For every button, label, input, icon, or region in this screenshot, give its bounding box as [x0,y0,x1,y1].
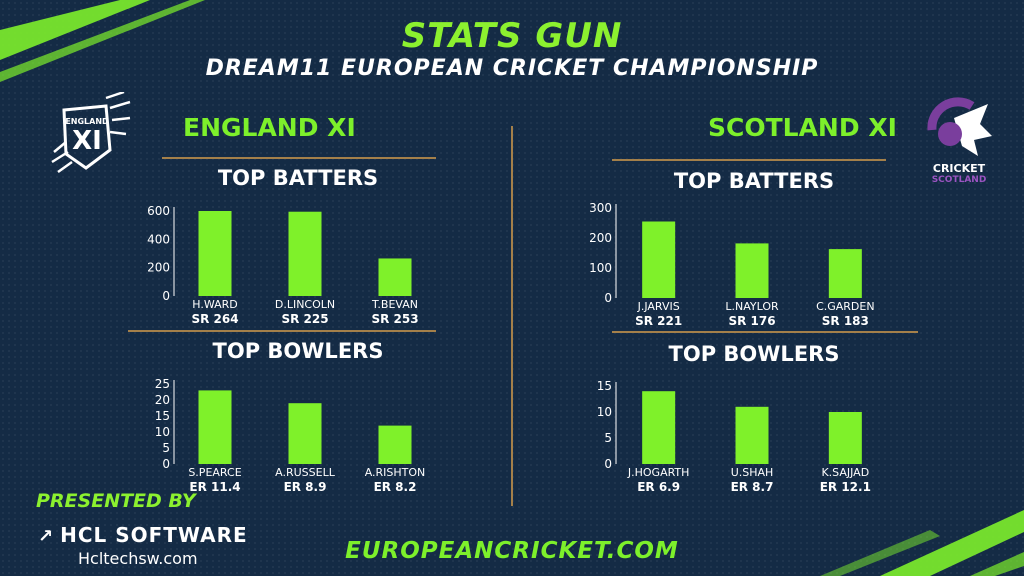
england-logo-mark: XI [72,126,102,156]
presented-by-label: PRESENTED BY [36,490,196,512]
bar-ksajjad [828,412,862,464]
rate-label: SR 183 [822,314,869,328]
bar-tbevan [378,258,412,296]
bar-spearce [198,390,232,464]
y-tick-label: 15 [597,379,612,393]
rate-label: SR 253 [371,312,418,326]
y-tick-label: 5 [162,441,170,455]
main-title: STATS GUN [401,16,623,56]
y-tick-label: 10 [155,425,170,439]
bar-hward [198,211,232,296]
y-tick-label: 0 [604,457,612,471]
rate-label: ER 11.4 [189,480,240,494]
rate-label: ER 8.9 [284,480,327,494]
cricket-scotland-logo: CRICKET SCOTLAND [922,96,996,188]
category-label: A.RUSSELL [275,466,336,479]
y-tick-label: 0 [162,289,170,303]
y-tick-label: 300 [589,201,612,215]
y-tick-label: 0 [162,457,170,471]
hcl-logo-icon: ↗ [38,526,55,547]
divider-scotland-mid [612,331,918,333]
sponsor-name-text: HCL SOFTWARE [60,523,248,547]
section-title-scotland-bowlers: TOP BOWLERS [668,342,840,366]
team-name-england: ENGLAND XI [183,113,356,142]
divider-scotland-top [612,159,886,161]
y-tick-label: 600 [147,204,170,218]
rate-label: SR 225 [281,312,328,326]
bar-cgarden [828,249,862,298]
category-label: A.RISHTON [365,466,426,479]
scotland-logo-text-2: SCOTLAND [931,175,987,185]
category-label: T.BEVAN [371,298,418,311]
bar-arussell [288,403,322,464]
category-label: K.SAJJAD [821,466,869,479]
y-tick-label: 5 [604,431,612,445]
section-title-england-batters: TOP BATTERS [217,166,379,190]
y-tick-label: 200 [589,231,612,245]
y-tick-label: 100 [589,261,612,275]
england-xi-logo: ENGLAND XI [50,90,132,176]
rate-label: ER 12.1 [820,480,871,494]
category-label: U.SHAH [731,466,774,479]
y-tick-label: 25 [155,377,170,391]
bar-jhogarth [642,391,676,464]
rate-label: ER 8.2 [374,480,417,494]
y-tick-label: 20 [155,393,170,407]
category-label: D.LINCOLN [275,298,335,311]
bar-dlincoln [288,211,322,296]
divider-england-mid [128,330,436,332]
divider-center [511,126,513,506]
bar-jjarvis [642,221,676,298]
scotland-logo-text-1: CRICKET [932,162,986,175]
category-label: J.HOGARTH [627,466,690,479]
sponsor-website: Hcltechsw.com [78,549,198,568]
rate-label: SR 221 [635,314,682,328]
bar-lnaylor [735,243,769,298]
sponsor-name: ↗ HCL SOFTWARE [38,523,248,547]
category-label: L.NAYLOR [725,300,779,313]
subtitle: DREAM11 EUROPEAN CRICKET CHAMPIONSHIP [205,56,819,81]
category-label: C.GARDEN [816,300,875,313]
category-label: H.WARD [192,298,238,311]
divider-england-top [162,157,436,159]
rate-label: SR 264 [191,312,238,326]
y-tick-label: 400 [147,232,170,246]
y-tick-label: 200 [147,261,170,275]
y-tick-label: 10 [597,405,612,419]
section-title-scotland-batters: TOP BATTERS [673,169,835,193]
section-title-england-bowlers: TOP BOWLERS [212,339,384,363]
category-label: J.JARVIS [637,300,680,313]
y-tick-label: 0 [604,291,612,305]
rate-label: ER 8.7 [731,480,774,494]
england-logo-text: ENGLAND [65,117,109,126]
bar-arishton [378,425,412,464]
category-label: S.PEARCE [188,466,241,479]
rate-label: SR 176 [728,314,775,328]
y-tick-label: 15 [155,409,170,423]
website-url: EUROPEANCRICKET.COM [345,538,679,564]
team-name-scotland: SCOTLAND XI [708,113,897,142]
rate-label: ER 6.9 [637,480,680,494]
bar-ushah [735,406,769,464]
